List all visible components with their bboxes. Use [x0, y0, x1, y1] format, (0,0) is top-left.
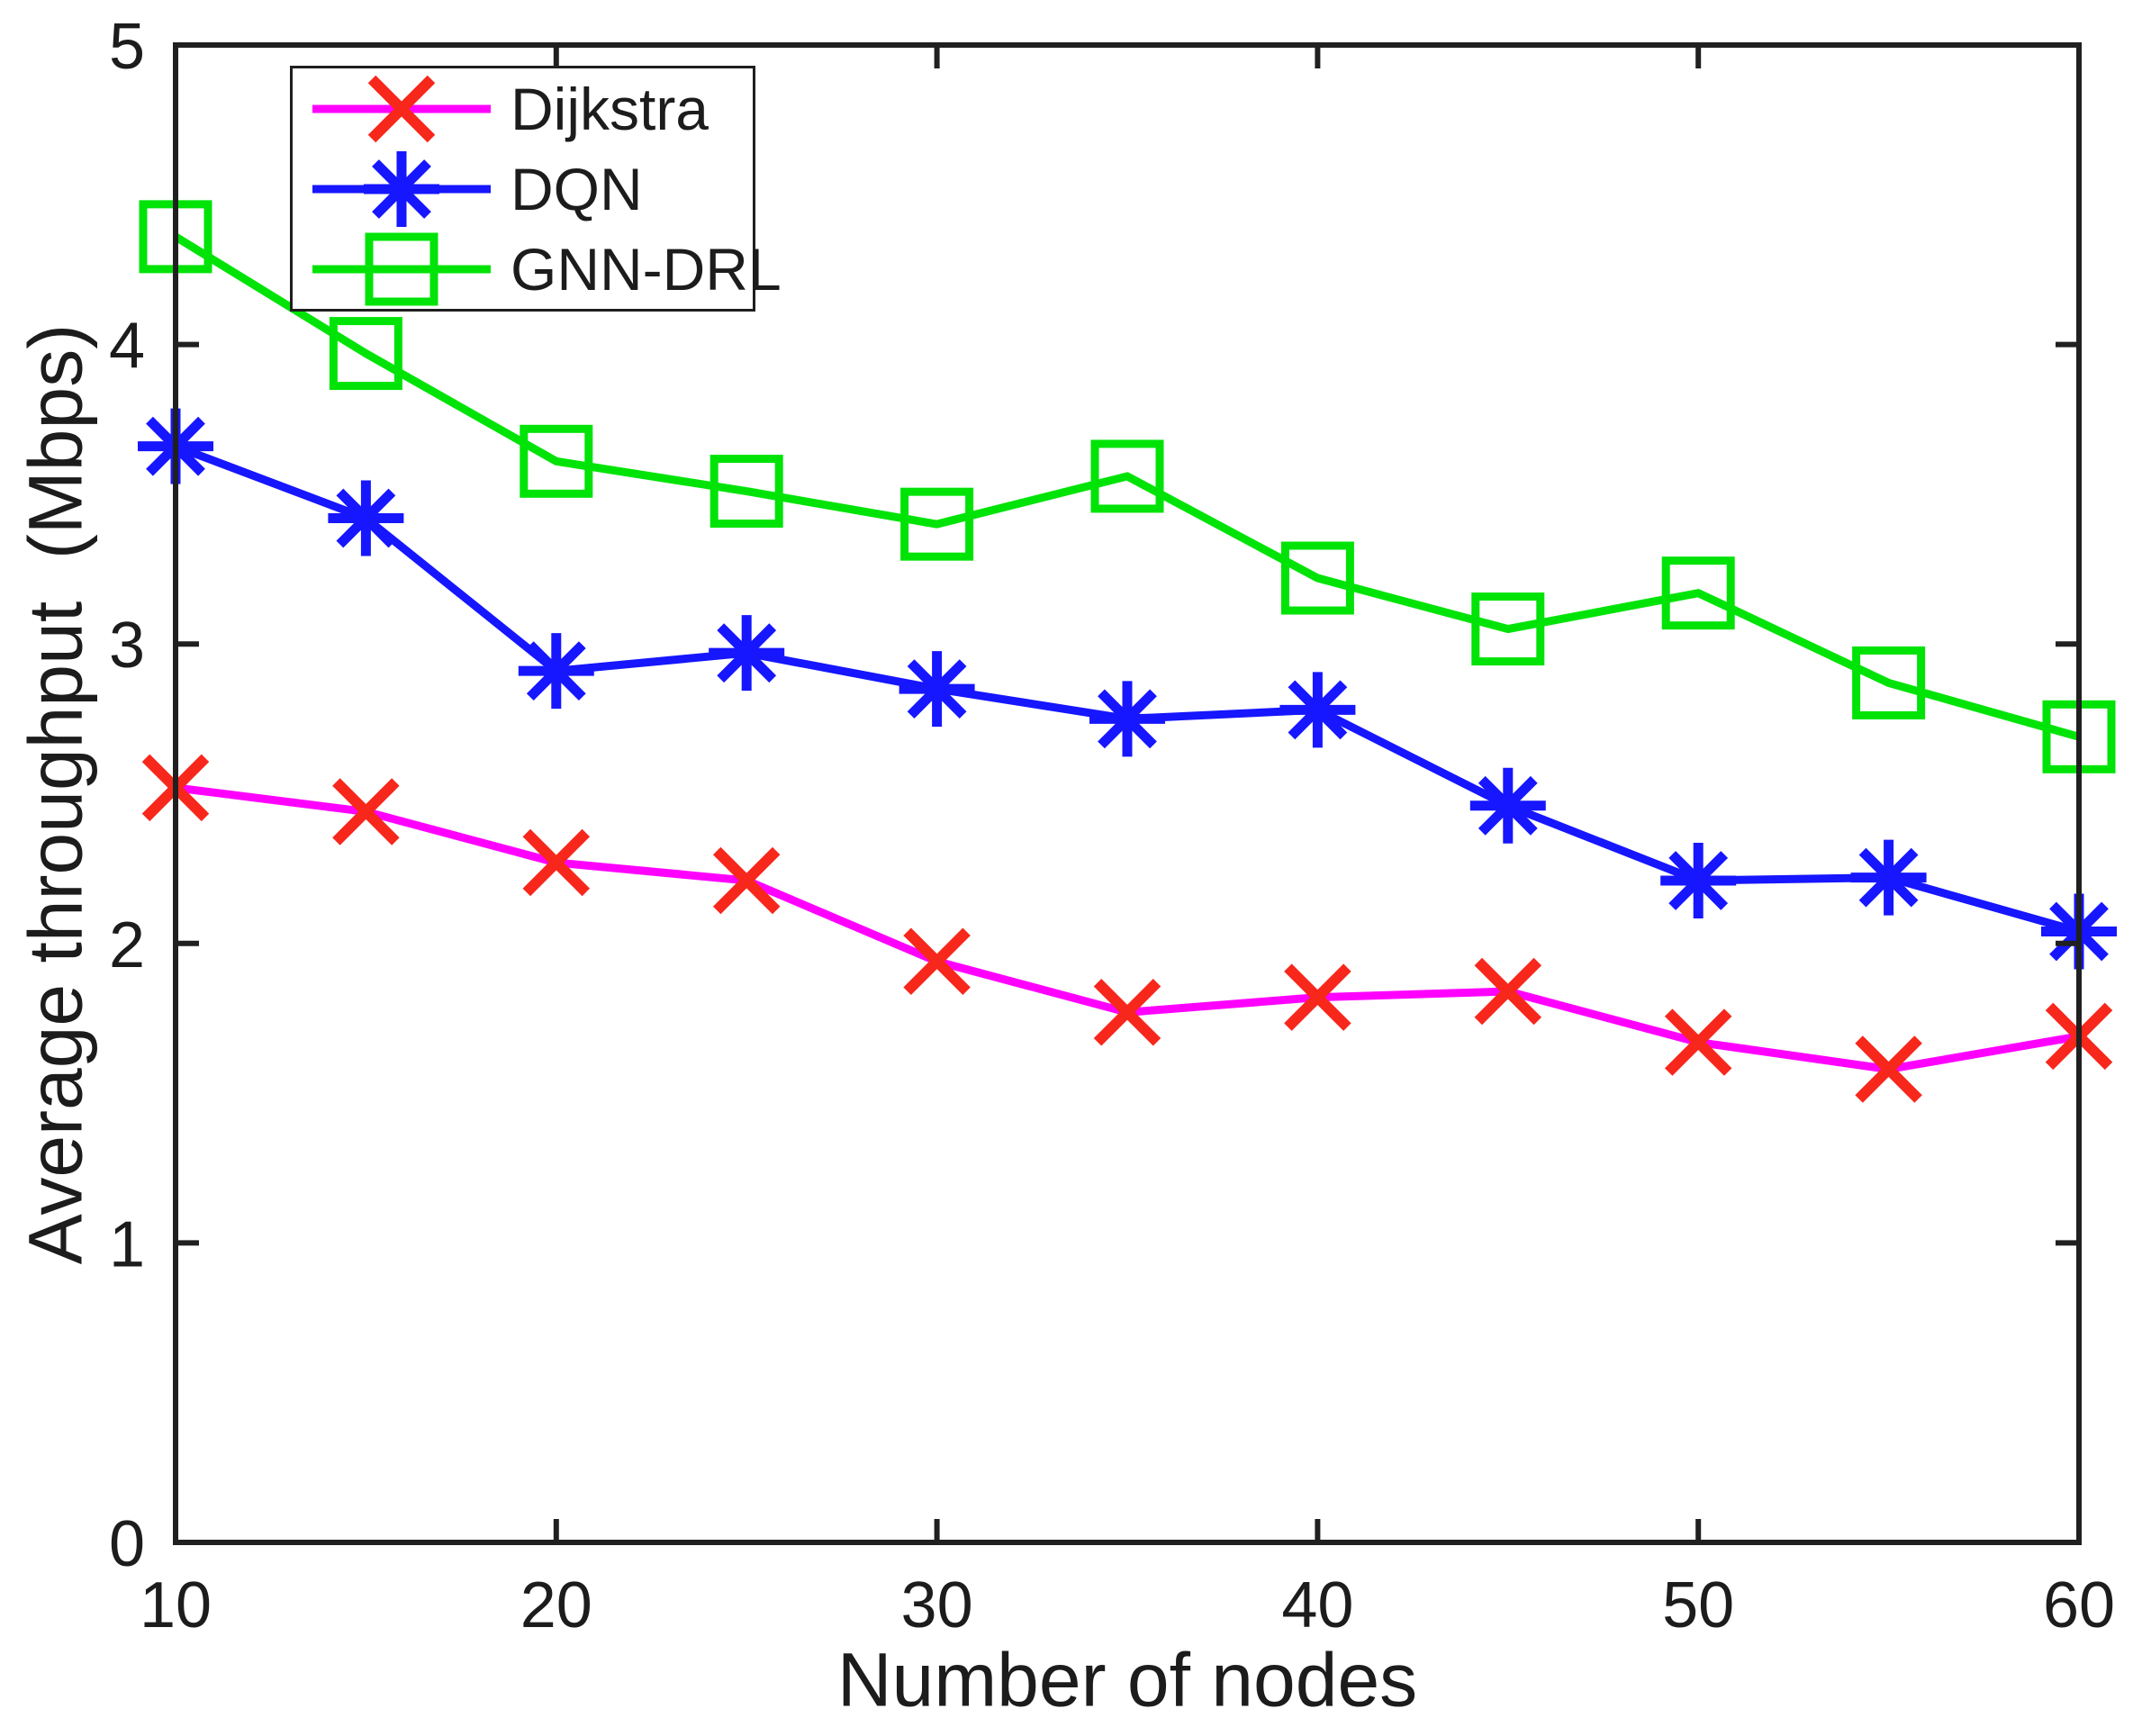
x-tick-label: 10: [140, 1569, 212, 1641]
series-marker-Dijkstra: [522, 828, 591, 897]
series-marker-Dijkstra: [903, 927, 971, 995]
plot-border: [173, 42, 2082, 1545]
series-marker-GNN-DRL: [1471, 592, 1545, 666]
legend: Dijkstra DQN GNN-DRL: [290, 66, 782, 312]
series-marker-Dijkstra: [1284, 963, 1351, 1031]
x-tick-label: 30: [901, 1569, 973, 1641]
series-marker-Dijkstra: [712, 846, 781, 915]
series-marker-GNN-DRL: [1090, 439, 1164, 513]
series-marker-GNN-DRL: [709, 455, 783, 529]
x-tick-label: 60: [2043, 1569, 2115, 1641]
series-marker-Dijkstra: [1855, 1035, 1922, 1103]
series-marker-DQN: [1850, 839, 1927, 916]
legend-marker-Dijkstra: [367, 75, 436, 142]
y-tick-label: 1: [109, 1208, 145, 1280]
series-marker-Dijkstra: [1093, 979, 1161, 1046]
series-marker-DQN: [328, 480, 404, 556]
y-tick-label: 2: [109, 909, 145, 981]
series-marker-DQN: [1089, 681, 1165, 757]
legend-sample-gnn-drl-icon: [312, 232, 491, 305]
y-tick-label: 5: [109, 11, 145, 83]
series-marker-DQN: [899, 651, 975, 728]
series-marker-GNN-DRL: [1852, 646, 1926, 719]
legend-label-dijkstra: Dijkstra: [511, 75, 709, 142]
series-marker-DQN: [1660, 842, 1737, 918]
series-marker-GNN-DRL: [329, 317, 402, 391]
legend-sample-dqn-icon: [312, 150, 491, 227]
y-tick-label: 4: [109, 311, 145, 383]
series-marker-Dijkstra: [332, 778, 400, 845]
legend-marker-GNN-DRL: [365, 232, 438, 305]
x-tick-label: 50: [1662, 1569, 1734, 1641]
legend-label-gnn-drl: GNN-DRL: [511, 235, 782, 303]
series-line-Dijkstra: [175, 783, 2080, 1073]
x-axis-label: Number of nodes: [836, 1637, 1418, 1722]
series-marker-Dijkstra: [1664, 1008, 1732, 1076]
legend-item-gnn-drl: GNN-DRL: [293, 231, 782, 308]
legend-item-dijkstra: Dijkstra: [293, 70, 753, 148]
series-marker-DQN: [518, 633, 594, 710]
series-marker-DQN: [1279, 672, 1356, 748]
series-marker-GNN-DRL: [900, 487, 974, 561]
y-axis-label: Average throughput (Mbps): [13, 323, 98, 1265]
legend-item-dqn: DQN: [293, 150, 753, 228]
series-marker-GNN-DRL: [520, 424, 593, 498]
series-marker-GNN-DRL: [1280, 541, 1354, 615]
legend-sample-dijkstra-icon: [312, 75, 491, 142]
series-marker-Dijkstra: [1474, 957, 1542, 1026]
series-marker-GNN-DRL: [1661, 556, 1735, 630]
series-marker-DQN: [1469, 767, 1546, 844]
series-marker-DQN: [709, 615, 785, 692]
legend-marker-DQN: [364, 150, 439, 227]
x-tick-label: 40: [1281, 1569, 1353, 1641]
y-tick-label: 3: [109, 610, 145, 682]
legend-label-dqn: DQN: [511, 155, 643, 222]
y-tick-label: 0: [109, 1508, 145, 1580]
x-tick-label: 20: [520, 1569, 592, 1641]
series-line-GNN-DRL: [173, 233, 2081, 741]
